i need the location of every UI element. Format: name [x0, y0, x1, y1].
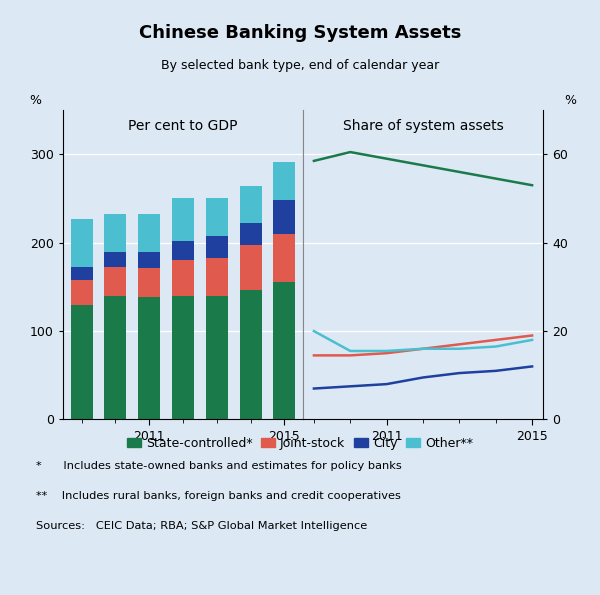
Bar: [71, 305, 92, 419]
Bar: [274, 162, 295, 201]
Bar: [104, 252, 127, 267]
Bar: [239, 290, 262, 419]
Bar: [138, 268, 160, 298]
Text: Chinese Banking System Assets: Chinese Banking System Assets: [139, 24, 461, 42]
Bar: [239, 245, 262, 290]
Bar: [138, 298, 160, 419]
Text: By selected bank type, end of calendar year: By selected bank type, end of calendar y…: [161, 60, 439, 73]
Bar: [172, 241, 194, 261]
Bar: [104, 296, 127, 419]
Bar: [71, 219, 92, 267]
Legend: State-controlled*, Joint-stock, City, Other**: State-controlled*, Joint-stock, City, Ot…: [122, 432, 478, 455]
Text: Share of system assets: Share of system assets: [343, 120, 503, 133]
Bar: [206, 258, 228, 296]
Bar: [71, 280, 92, 305]
Bar: [239, 186, 262, 223]
Bar: [206, 198, 228, 236]
Bar: [71, 267, 92, 280]
Text: *      Includes state-owned banks and estimates for policy banks: * Includes state-owned banks and estimat…: [36, 461, 402, 471]
Text: %: %: [29, 94, 41, 107]
Bar: [138, 252, 160, 268]
Text: **    Includes rural banks, foreign banks and credit cooperatives: ** Includes rural banks, foreign banks a…: [36, 491, 401, 501]
Bar: [104, 267, 127, 296]
Bar: [274, 234, 295, 283]
Text: Sources:   CEIC Data; RBA; S&P Global Market Intelligence: Sources: CEIC Data; RBA; S&P Global Mark…: [36, 521, 367, 531]
Bar: [274, 201, 295, 234]
Bar: [206, 296, 228, 419]
Text: %: %: [565, 94, 577, 107]
Bar: [206, 236, 228, 258]
Bar: [172, 261, 194, 296]
Bar: [172, 296, 194, 419]
Bar: [138, 214, 160, 252]
Bar: [104, 214, 127, 252]
Bar: [239, 223, 262, 245]
Bar: [274, 283, 295, 419]
Text: Per cent to GDP: Per cent to GDP: [128, 120, 238, 133]
Bar: [172, 199, 194, 241]
